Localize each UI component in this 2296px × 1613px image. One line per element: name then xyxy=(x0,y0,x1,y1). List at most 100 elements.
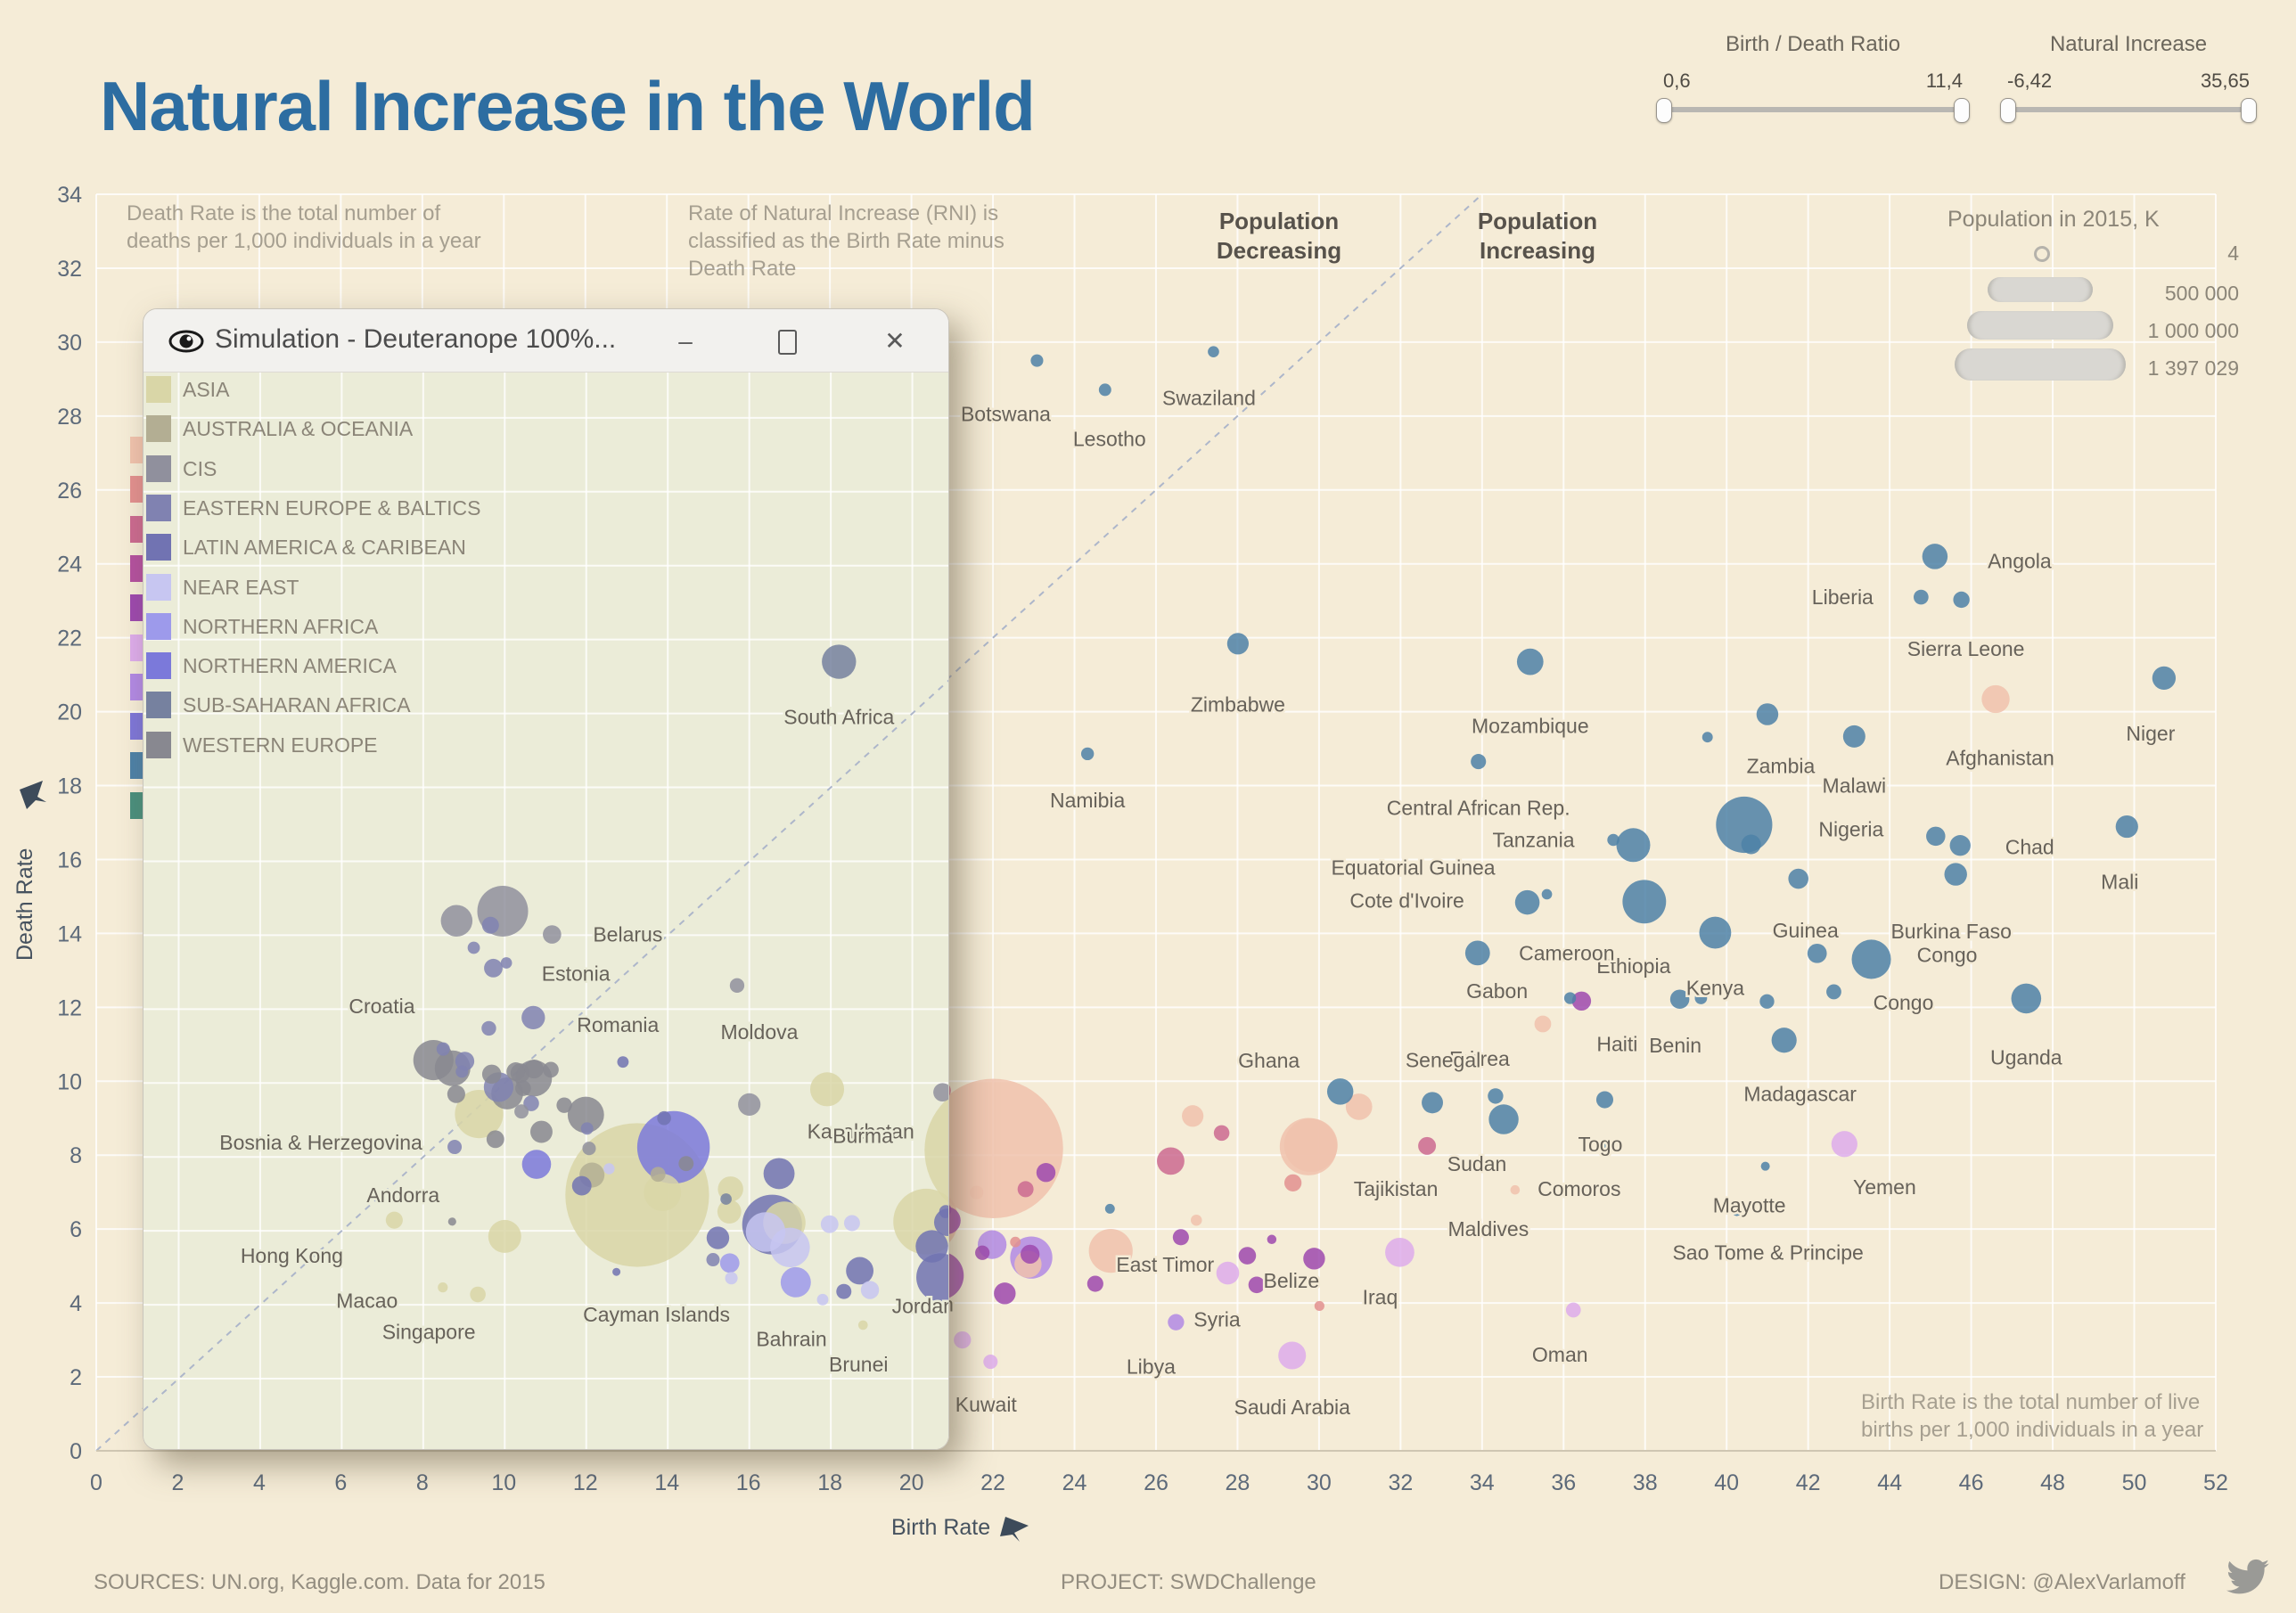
country-bubble[interactable]: Bosnia & Herzegovina xyxy=(447,1140,463,1155)
country-bubble[interactable]: Cyprus xyxy=(603,1163,615,1175)
country-bubble[interactable]: Zimbabwe xyxy=(1226,633,1249,655)
country-bubble[interactable]: Gambia xyxy=(1694,992,1708,1004)
simulation-window[interactable]: Simulation - Deuteranope 100%... – ✕ Chi… xyxy=(143,308,949,1450)
country-bubble[interactable]: Cuba xyxy=(571,1175,592,1196)
country-bubble[interactable]: Andorra xyxy=(447,1217,456,1226)
close-button[interactable]: ✕ xyxy=(884,327,906,355)
country-bubble[interactable]: South Korea xyxy=(488,1219,521,1253)
country-bubble[interactable]: Estonia xyxy=(500,957,512,969)
country-bubble[interactable]: Azerbaijan xyxy=(933,1083,948,1102)
country-bubble[interactable]: Maldives xyxy=(1510,1184,1521,1195)
country-bubble[interactable]: Kyrgyzstan xyxy=(1017,1181,1034,1198)
country-bubble[interactable]: Kuwait xyxy=(983,1355,998,1370)
country-bubble[interactable]: Uruguay xyxy=(657,1110,671,1126)
country-bubble[interactable]: Saudi Arabia xyxy=(1278,1341,1307,1370)
country-bubble[interactable]: Mozambique xyxy=(1516,648,1544,675)
country-bubble[interactable]: Congo xyxy=(1851,939,1891,979)
country-bubble[interactable]: Guatemala xyxy=(1303,1248,1325,1270)
country-bubble[interactable]: Slovakia xyxy=(523,1095,539,1111)
country-bubble[interactable]: Iran xyxy=(770,1227,810,1268)
country-bubble[interactable]: Tunisia xyxy=(719,1253,740,1273)
slider-handle-min[interactable] xyxy=(1656,98,1672,123)
country-bubble[interactable]: Sweden xyxy=(506,1062,526,1081)
slider-handle-max[interactable] xyxy=(2241,98,2257,123)
country-bubble[interactable]: Latvia xyxy=(467,941,480,954)
country-bubble[interactable]: Romania xyxy=(521,1005,545,1030)
country-bubble[interactable]: Angola xyxy=(1922,544,1948,569)
country-bubble[interactable]: Canada xyxy=(521,1150,552,1179)
country-bubble[interactable]: East Timor xyxy=(1191,1214,1202,1226)
country-bubble[interactable]: Colombia xyxy=(915,1230,948,1263)
country-bubble[interactable]: Uzbekistan xyxy=(1157,1147,1185,1175)
country-bubble[interactable]: Moldova xyxy=(729,978,745,993)
country-bubble[interactable]: Hong Kong xyxy=(385,1211,403,1229)
country-bubble[interactable]: Eritrea xyxy=(1488,1088,1504,1104)
country-bubble[interactable]: Niger xyxy=(2152,666,2177,691)
country-bubble[interactable]: Mongolia xyxy=(970,1185,984,1200)
country-bubble[interactable]: United Arab Emirates xyxy=(860,1281,880,1299)
country-bubble[interactable]: Tajikistan xyxy=(1418,1136,1437,1155)
country-bubble[interactable]: South Africa xyxy=(822,644,857,679)
slider-track[interactable] xyxy=(1656,98,1970,123)
country-bubble[interactable]: Djibouti xyxy=(1702,732,1713,743)
country-bubble[interactable]: Equatorial Guinea xyxy=(1541,888,1553,900)
country-bubble[interactable]: Switzerland xyxy=(486,1130,504,1149)
country-bubble[interactable]: Ireland xyxy=(678,1156,694,1172)
country-bubble[interactable]: Benin xyxy=(1669,989,1690,1010)
country-bubble[interactable]: El Salvador xyxy=(1172,1229,1189,1246)
country-bubble[interactable]: Venezuela xyxy=(846,1257,874,1285)
country-bubble[interactable]: Hungary xyxy=(484,958,503,978)
country-bubble[interactable]: Comoros xyxy=(1595,1142,1607,1153)
country-bubble[interactable]: New Zealand xyxy=(650,1167,666,1183)
country-bubble[interactable]: Tanzania xyxy=(1616,828,1651,863)
country-bubble[interactable]: Burundi xyxy=(1807,943,1827,963)
country-bubble[interactable]: Ecuador xyxy=(994,1282,1016,1305)
country-bubble[interactable]: Thailand xyxy=(644,1174,682,1211)
country-bubble[interactable]: Zambia xyxy=(1756,703,1779,725)
country-bubble[interactable]: Mexico xyxy=(916,1253,948,1302)
country-bubble[interactable]: Lebanon xyxy=(843,1215,860,1232)
country-bubble[interactable]: Brunei xyxy=(857,1320,868,1331)
country-bubble[interactable]: Chad xyxy=(1949,835,1971,856)
country-bubble[interactable]: Fiji xyxy=(1010,1236,1021,1248)
country-bubble[interactable]: Namibia xyxy=(1080,747,1095,761)
country-bubble[interactable]: United States xyxy=(636,1110,710,1184)
country-bubble[interactable]: Madagascar xyxy=(1771,1028,1797,1053)
country-bubble[interactable]: Nepal xyxy=(1345,1093,1373,1120)
country-bubble[interactable]: Austria xyxy=(447,1085,465,1103)
country-bubble[interactable]: Kenya xyxy=(1699,916,1732,949)
country-bubble[interactable]: Finland xyxy=(515,1080,531,1096)
slider-handle-min[interactable] xyxy=(2000,98,2016,123)
country-bubble[interactable]: Jordan xyxy=(954,1331,972,1349)
country-bubble[interactable]: Yemen xyxy=(1831,1131,1857,1158)
country-bubble[interactable]: Mali xyxy=(2115,815,2138,839)
country-bubble[interactable]: Uganda xyxy=(2011,983,2042,1014)
country-bubble[interactable]: Cape Verde xyxy=(1104,1203,1115,1214)
country-bubble[interactable]: Cote d'Ivoire xyxy=(1514,889,1540,915)
country-bubble[interactable]: Honduras xyxy=(1238,1247,1257,1265)
country-bubble[interactable]: Cameroon xyxy=(1464,940,1490,966)
country-bubble[interactable]: Mauritius xyxy=(720,1193,732,1205)
country-bubble[interactable]: Iraq xyxy=(1385,1237,1414,1267)
country-bubble[interactable]: Bangladesh xyxy=(1283,1118,1338,1173)
country-bubble[interactable]: Paraguay xyxy=(1248,1276,1266,1294)
country-bubble[interactable]: Algeria xyxy=(780,1266,811,1298)
country-bubble[interactable]: Afghanistan xyxy=(1981,684,2010,714)
country-bubble[interactable]: India xyxy=(924,1081,948,1220)
country-bubble[interactable]: Georgia xyxy=(514,1104,529,1119)
country-bubble[interactable]: Malawi xyxy=(1842,725,1866,748)
country-bubble[interactable]: Macedonia xyxy=(580,1122,594,1135)
country-bubble[interactable]: Sri Lanka xyxy=(717,1200,742,1224)
country-bubble[interactable]: Laos xyxy=(1534,1015,1552,1033)
country-bubble[interactable]: Macao xyxy=(438,1282,448,1293)
country-bubble[interactable]: Sudan xyxy=(1488,1104,1519,1134)
country-bubble[interactable]: Syria xyxy=(1216,1261,1240,1285)
country-bubble[interactable]: Burkina Faso xyxy=(1944,863,1967,886)
country-bubble[interactable]: Sao Tome & Principe xyxy=(1732,1207,1742,1216)
country-bubble[interactable]: Guinea-Bissau xyxy=(1607,833,1620,847)
country-bubble[interactable]: Gabon xyxy=(1563,992,1577,1004)
country-bubble[interactable]: Chile xyxy=(706,1226,730,1249)
window-titlebar[interactable]: Simulation - Deuteranope 100%... – ✕ xyxy=(144,309,948,373)
maximize-button[interactable] xyxy=(767,322,807,361)
country-bubble[interactable]: Burma xyxy=(809,1072,845,1107)
